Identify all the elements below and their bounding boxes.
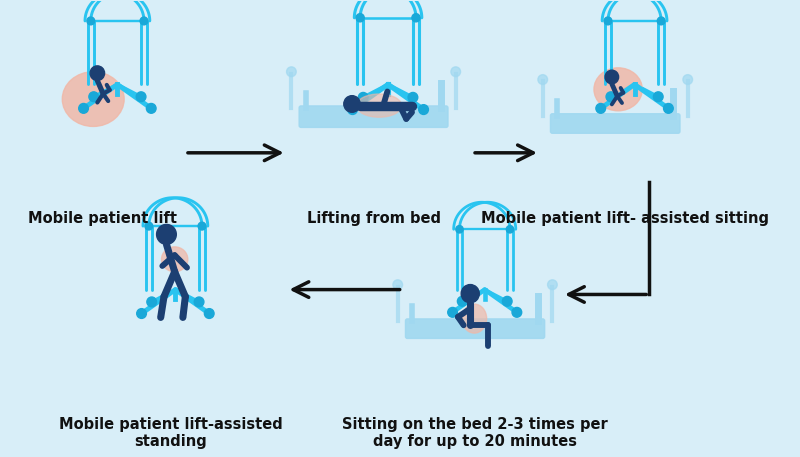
Circle shape	[146, 103, 156, 113]
Circle shape	[658, 17, 665, 25]
Circle shape	[344, 96, 360, 112]
Ellipse shape	[594, 68, 642, 111]
Circle shape	[502, 297, 512, 306]
Circle shape	[418, 105, 429, 114]
Circle shape	[448, 308, 458, 317]
Circle shape	[87, 17, 94, 25]
Circle shape	[654, 92, 663, 101]
Circle shape	[606, 92, 616, 101]
Circle shape	[451, 67, 461, 77]
FancyBboxPatch shape	[299, 106, 448, 128]
Circle shape	[286, 67, 296, 77]
Circle shape	[157, 224, 176, 244]
Circle shape	[137, 308, 146, 319]
FancyBboxPatch shape	[550, 114, 680, 133]
Text: Lifting from bed: Lifting from bed	[306, 212, 441, 226]
Ellipse shape	[357, 94, 402, 117]
Circle shape	[204, 308, 214, 319]
Circle shape	[461, 285, 479, 303]
Circle shape	[412, 14, 420, 22]
Circle shape	[458, 297, 467, 306]
Ellipse shape	[62, 72, 124, 127]
Circle shape	[456, 226, 463, 233]
Circle shape	[663, 103, 674, 113]
Circle shape	[90, 66, 105, 80]
Circle shape	[605, 70, 618, 84]
Circle shape	[358, 92, 368, 102]
Circle shape	[136, 92, 146, 101]
Text: Mobile patient lift: Mobile patient lift	[28, 212, 178, 226]
Text: Mobile patient lift-assisted
standing: Mobile patient lift-assisted standing	[58, 417, 282, 449]
Text: Sitting on the bed 2-3 times per
day for up to 20 minutes: Sitting on the bed 2-3 times per day for…	[342, 417, 608, 449]
Circle shape	[604, 17, 612, 25]
FancyBboxPatch shape	[406, 319, 545, 339]
Circle shape	[506, 226, 514, 233]
Circle shape	[194, 297, 204, 307]
Circle shape	[512, 308, 522, 317]
Circle shape	[348, 105, 358, 114]
Circle shape	[683, 74, 693, 85]
Circle shape	[89, 92, 98, 101]
Circle shape	[538, 74, 547, 85]
Circle shape	[408, 92, 418, 102]
Circle shape	[547, 280, 558, 290]
Circle shape	[78, 103, 88, 113]
Circle shape	[356, 14, 364, 22]
Circle shape	[596, 103, 606, 113]
Circle shape	[140, 17, 148, 25]
Ellipse shape	[462, 304, 486, 333]
Ellipse shape	[162, 247, 188, 272]
Circle shape	[147, 297, 157, 307]
Text: Mobile patient lift- assisted sitting: Mobile patient lift- assisted sitting	[481, 212, 769, 226]
Circle shape	[198, 222, 206, 230]
Circle shape	[393, 280, 402, 290]
Circle shape	[145, 222, 153, 230]
